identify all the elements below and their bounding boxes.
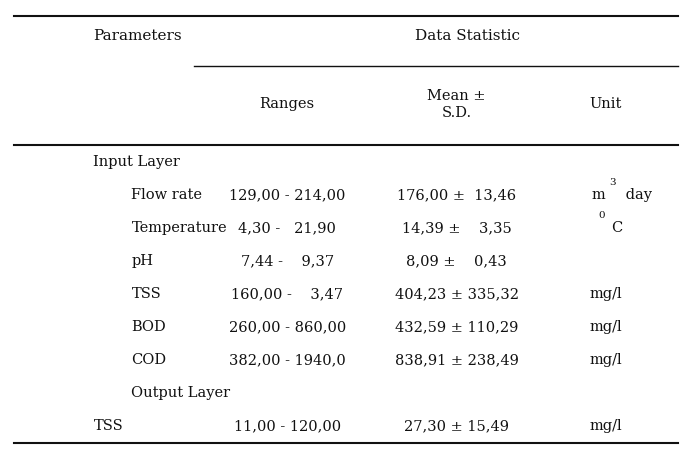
Text: C: C (611, 221, 622, 235)
Text: Temperature: Temperature (131, 221, 227, 235)
Text: day: day (621, 188, 652, 202)
Text: 3: 3 (610, 178, 617, 187)
Text: Unit: Unit (590, 98, 621, 111)
Text: Ranges: Ranges (260, 98, 315, 111)
Text: 382,00 - 1940,0: 382,00 - 1940,0 (229, 353, 345, 367)
Text: 27,30 ± 15,49: 27,30 ± 15,49 (404, 419, 509, 433)
Text: 0: 0 (599, 211, 606, 220)
Text: 404,23 ± 335,32: 404,23 ± 335,32 (394, 287, 519, 301)
Text: 176,00 ±  13,46: 176,00 ± 13,46 (397, 188, 516, 202)
Text: Parameters: Parameters (93, 30, 182, 43)
Text: TSS: TSS (93, 419, 123, 433)
Text: pH: pH (131, 254, 154, 268)
Text: mg/l: mg/l (589, 287, 622, 301)
Text: Output Layer: Output Layer (131, 386, 230, 400)
Text: mg/l: mg/l (589, 419, 622, 433)
Text: 129,00 - 214,00: 129,00 - 214,00 (229, 188, 345, 202)
Text: mg/l: mg/l (589, 320, 622, 334)
Text: mg/l: mg/l (589, 353, 622, 367)
Text: 4,30 -   21,90: 4,30 - 21,90 (238, 221, 336, 235)
Text: Input Layer: Input Layer (93, 155, 181, 169)
Text: Mean ±
S.D.: Mean ± S.D. (428, 89, 486, 119)
Text: BOD: BOD (131, 320, 166, 334)
Text: 838,91 ± 238,49: 838,91 ± 238,49 (394, 353, 519, 367)
Text: COD: COD (131, 353, 167, 367)
Text: 14,39 ±    3,35: 14,39 ± 3,35 (402, 221, 511, 235)
Text: 8,09 ±    0,43: 8,09 ± 0,43 (406, 254, 507, 268)
Text: 7,44 -    9,37: 7,44 - 9,37 (241, 254, 334, 268)
Text: Flow rate: Flow rate (131, 188, 203, 202)
Text: TSS: TSS (131, 287, 161, 301)
Text: 160,00 -    3,47: 160,00 - 3,47 (231, 287, 343, 301)
Text: m: m (592, 188, 606, 202)
Text: 432,59 ± 110,29: 432,59 ± 110,29 (395, 320, 518, 334)
Text: 260,00 - 860,00: 260,00 - 860,00 (228, 320, 346, 334)
Text: Data Statistic: Data Statistic (415, 30, 520, 43)
Text: 11,00 - 120,00: 11,00 - 120,00 (234, 419, 340, 433)
